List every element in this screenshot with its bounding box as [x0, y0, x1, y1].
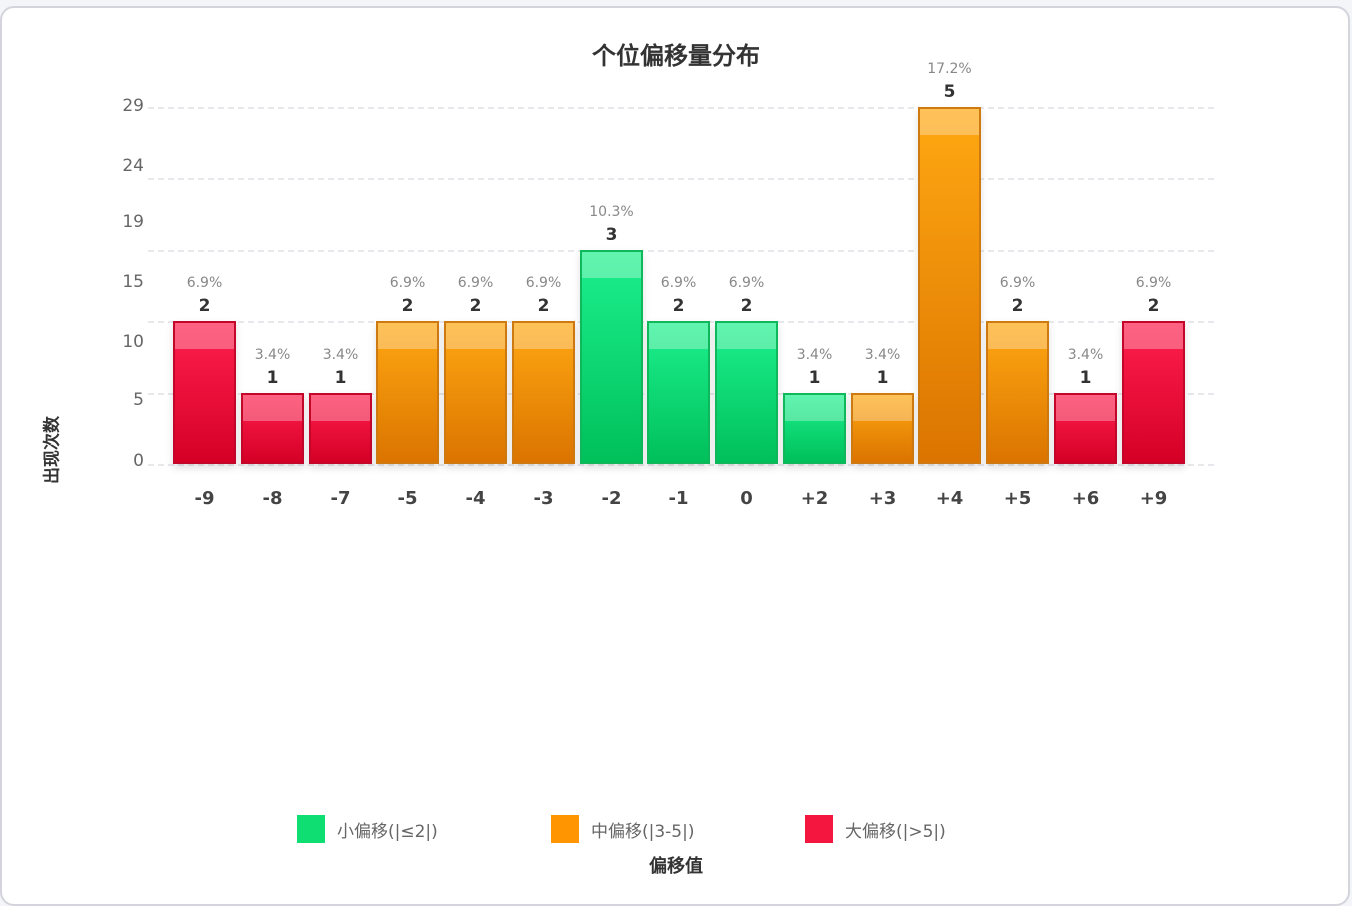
bar-count-label: 2 [1147, 296, 1160, 317]
bar[interactable] [783, 392, 846, 464]
bar[interactable] [376, 321, 439, 464]
x-tick-label: -4 [465, 488, 486, 509]
x-tick-label: -3 [533, 488, 554, 509]
bar-highlight [853, 394, 912, 421]
legend-label: 小偏移(|≤2|) [337, 821, 438, 842]
bar[interactable] [173, 321, 236, 464]
bar-highlight [243, 394, 302, 421]
bar-count-label: 1 [808, 367, 821, 388]
bar-count-label: 1 [334, 367, 347, 388]
bar-percent-label: 6.9% [457, 275, 494, 292]
gridline [148, 178, 1214, 181]
legend-item-big[interactable]: 大偏移(|>5|) [805, 814, 946, 844]
y-tick-label: 15 [122, 272, 144, 292]
legend-swatch [551, 815, 579, 843]
gridline [148, 464, 1214, 466]
legend-label: 大偏移(|>5|) [845, 821, 946, 842]
bar-percent-label: 6.9% [728, 275, 765, 292]
bar[interactable] [444, 321, 507, 464]
bar[interactable] [1054, 392, 1117, 464]
bar-percent-label: 6.9% [389, 275, 426, 292]
x-tick-label: +9 [1139, 488, 1168, 509]
bar[interactable] [986, 321, 1049, 464]
bar[interactable] [580, 249, 643, 464]
bar[interactable] [715, 321, 778, 464]
bar-percent-label: 6.9% [525, 275, 562, 292]
bar-highlight [311, 394, 370, 421]
y-tick-label: 19 [122, 212, 144, 232]
bar-count-label: 2 [672, 296, 685, 317]
x-tick-label: -5 [397, 488, 418, 509]
bar-count-label: 2 [1011, 296, 1024, 317]
gridline [148, 249, 1214, 252]
y-tick-label: 5 [133, 390, 144, 410]
x-tick-label: +4 [935, 488, 964, 509]
y-tick-label: 10 [122, 332, 144, 352]
bar[interactable] [512, 321, 575, 464]
x-tick-label: +3 [868, 488, 897, 509]
bar[interactable] [918, 107, 981, 464]
bar-count-label: 2 [198, 296, 211, 317]
bar-highlight [514, 323, 573, 350]
bar-count-label: 2 [469, 296, 482, 317]
x-axis-label: 偏移值 [649, 856, 703, 877]
legend-label: 中偏移(|3-5|) [591, 821, 695, 842]
bar[interactable] [851, 392, 914, 464]
bar-highlight [582, 251, 641, 278]
bar-percent-label: 6.9% [186, 275, 223, 292]
y-tick-label: 29 [122, 96, 144, 116]
chart-title: 个位偏移量分布 [592, 42, 760, 70]
legend-swatch [805, 815, 833, 843]
bar[interactable] [1122, 321, 1185, 464]
bar-percent-label: 3.4% [796, 346, 833, 363]
bar-percent-label: 10.3% [589, 203, 634, 220]
bar-percent-label: 17.2% [927, 61, 972, 77]
x-tick-label: -9 [194, 488, 215, 509]
bar-highlight [988, 323, 1047, 350]
y-axis-label: 出现次数 [42, 416, 63, 484]
bar[interactable] [241, 392, 304, 464]
bar[interactable] [309, 392, 372, 464]
bar-percent-label: 3.4% [864, 346, 901, 363]
x-tick-label: +5 [1003, 488, 1032, 509]
bar-count-label: 2 [537, 296, 550, 317]
x-tick-label: -7 [330, 488, 351, 509]
x-tick-label: +6 [1071, 488, 1100, 509]
legend-item-small[interactable]: 小偏移(|≤2|) [297, 814, 438, 844]
legend-swatch [297, 815, 325, 843]
bar-percent-label: 6.9% [1135, 275, 1172, 292]
gridline [148, 107, 1214, 109]
legend-item-mid[interactable]: 中偏移(|3-5|) [551, 814, 695, 844]
bar-highlight [649, 323, 708, 350]
y-tick-label: 0 [133, 451, 144, 471]
bar[interactable] [647, 321, 710, 464]
bar-percent-label: 3.4% [254, 346, 291, 363]
bar-count-label: 1 [876, 367, 889, 388]
bar-highlight [717, 323, 776, 350]
bar-highlight [1124, 323, 1183, 350]
bar-highlight [446, 323, 505, 350]
bar-highlight [920, 109, 979, 135]
bar-percent-label: 3.4% [322, 346, 359, 363]
bar-count-label: 1 [266, 367, 279, 388]
bar-percent-label: 6.9% [999, 275, 1036, 292]
bar-highlight [378, 323, 437, 350]
bar-count-label: 2 [740, 296, 753, 317]
bar-highlight [175, 323, 234, 350]
bar-highlight [1056, 394, 1115, 421]
bar-count-label: 3 [605, 224, 618, 245]
bar-percent-label: 3.4% [1067, 346, 1104, 363]
x-tick-label: +2 [800, 488, 829, 509]
bar-count-label: 1 [1079, 367, 1092, 388]
bar-highlight [785, 394, 844, 421]
bar-count-label: 2 [401, 296, 414, 317]
x-tick-label: 0 [740, 488, 753, 509]
x-tick-label: -2 [601, 488, 622, 509]
y-tick-label: 24 [122, 156, 144, 176]
bar-count-label: 5 [943, 82, 956, 102]
bar-percent-label: 6.9% [660, 275, 697, 292]
x-tick-label: -1 [668, 488, 689, 509]
x-tick-label: -8 [262, 488, 283, 509]
